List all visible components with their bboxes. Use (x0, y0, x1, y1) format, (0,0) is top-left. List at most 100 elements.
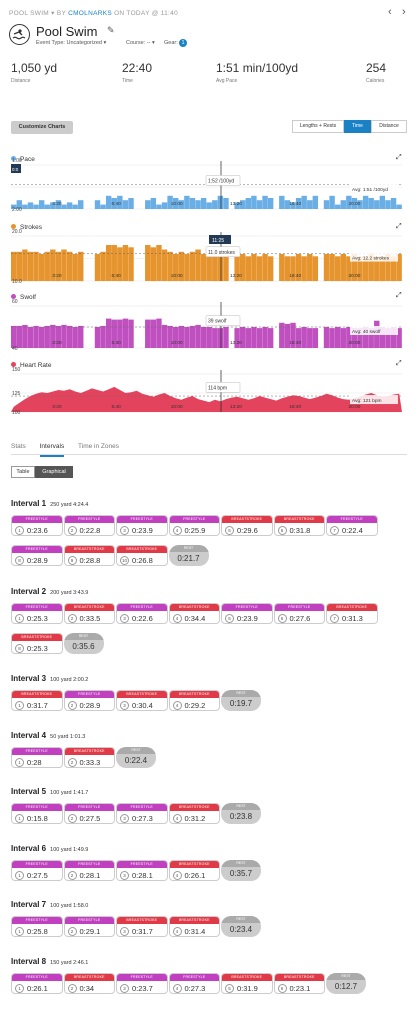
lap-segment[interactable]: BREASTSTROKE 3 0:30.4 (116, 690, 168, 711)
rest-segment[interactable]: REST 0:21.7 (168, 545, 209, 566)
lap-segment[interactable]: BREASTSTROKE 6 0:23.1 (273, 973, 325, 994)
event-type-dropdown[interactable]: Event Type: Uncategorized ▾ (36, 40, 107, 46)
prev-activity-icon[interactable]: ‹ (388, 6, 392, 18)
expand-icon[interactable]: ⤢ (396, 292, 402, 299)
lap-segment[interactable]: BREASTSTROKE 4 0:31.4 (168, 916, 220, 937)
lap-segment[interactable]: BREASTSTROKE 4 0:31.2 (168, 803, 220, 824)
lap-segment[interactable]: BREASTSTROKE 4 0:26.1 (168, 860, 220, 881)
x-tick-label: 20:00 (348, 404, 360, 410)
time-toggle[interactable]: Time (344, 120, 371, 133)
lap-segment[interactable]: FREESTYLE 7 0:22.4 (326, 515, 378, 536)
lap-segment[interactable]: FREESTYLE 4 0:25.9 (168, 515, 220, 536)
lengths-rests-toggle[interactable]: Lengths + Rests (292, 120, 344, 133)
lap-segment[interactable]: FREESTYLE 5 0:23.9 (221, 603, 273, 624)
course-dropdown[interactable]: Course: -- ▾ (126, 40, 155, 46)
lap-segment[interactable]: BREASTSTROKE 7 0:31.3 (326, 603, 378, 624)
lap-time: 0:28.1 (132, 870, 153, 880)
pace-bar (312, 195, 319, 209)
lap-segment[interactable]: FREESTYLE 3 0:23.9 (116, 515, 168, 536)
strokes-bar (251, 254, 257, 281)
lap-segment[interactable]: FREESTYLE 1 0:25.3 (11, 603, 63, 624)
rest-segment[interactable]: REST 0:23.8 (221, 803, 261, 824)
tab-stats[interactable]: Stats (11, 443, 26, 450)
stroke-type-label: BREASTSTROKE (222, 974, 272, 981)
lap-segment[interactable]: FREESTYLE 2 0:28.1 (63, 860, 115, 881)
table-view-button[interactable]: Table (11, 466, 35, 478)
lap-segment[interactable]: FREESTYLE 2 0:22.8 (63, 515, 115, 536)
strokes-bar (267, 256, 274, 282)
lap-segment[interactable]: FREESTYLE 1 0:26.1 (11, 973, 63, 994)
stroke-type-label: FREESTYLE (64, 691, 114, 698)
lap-segment[interactable]: FREESTYLE 8 0:28.9 (11, 545, 63, 566)
lap-segment[interactable]: FREESTYLE 2 0:27.5 (63, 803, 115, 824)
rest-segment[interactable]: REST 0:22.4 (116, 747, 156, 768)
rest-segment[interactable]: REST 0:12.7 (326, 973, 366, 994)
lap-segment[interactable]: BREASTSTROKE 1 0:31.7 (11, 690, 63, 711)
strokes-bar (351, 254, 358, 281)
lap-segment[interactable]: FREESTYLE 3 0:27.3 (116, 803, 168, 824)
lap-segment[interactable]: BREASTSTROKE 5 0:31.9 (221, 973, 273, 994)
swim-activity-icon (9, 24, 30, 45)
strokes-bar (212, 256, 218, 282)
lap-segment[interactable]: FREESTYLE 2 0:28.9 (63, 690, 115, 711)
gear-count-badge[interactable]: 1 (179, 39, 187, 47)
swolf-bar (178, 325, 184, 348)
hr-legend-dot (11, 362, 16, 367)
lap-segment[interactable]: BREASTSTROKE 4 0:34.4 (168, 603, 220, 624)
lap-segment[interactable]: FREESTYLE 3 0:28.1 (116, 860, 168, 881)
expand-icon[interactable]: ⤢ (396, 223, 402, 230)
rest-segment[interactable]: REST 0:35.7 (221, 860, 261, 881)
lap-segment[interactable]: BREASTSTROKE 2 0:33.3 (63, 747, 115, 768)
lap-segment[interactable]: BREASTSTROKE 4 0:29.2 (168, 690, 220, 711)
swolf-bar (357, 328, 363, 348)
lap-segment[interactable]: FREESTYLE 1 0:23.6 (11, 515, 63, 536)
rest-segment[interactable]: REST 0:35.6 (63, 633, 104, 654)
lap-segment[interactable]: FREESTYLE 3 0:22.6 (116, 603, 168, 624)
expand-icon[interactable]: ⤢ (396, 154, 402, 161)
x-tick-label: 16:40 (289, 273, 301, 279)
rest-segment[interactable]: REST 0:23.4 (221, 916, 261, 937)
tab-intervals[interactable]: Intervals (39, 443, 65, 457)
x-tick-label: 16:40 (289, 340, 301, 346)
lap-segment[interactable]: BREASTSTROKE 6 0:31.8 (273, 515, 325, 536)
lap-number: 4 (172, 813, 182, 823)
lap-segment[interactable]: BREASTSTROKE 9 0:28.8 (63, 545, 115, 566)
charts-area[interactable]: 1:002:003:20 6:40 10:00 13:20 16:40 20:001:52… (0, 0, 418, 440)
lap-segment[interactable]: BREASTSTROKE 3 0:31.7 (116, 916, 168, 937)
lap-segment[interactable]: BREASTSTROKE 5 0:29.6 (221, 515, 273, 536)
lap-number: 8 (15, 643, 24, 653)
time-badge-label: 11:25 (212, 238, 224, 244)
customize-charts-button[interactable]: Customize Charts (11, 121, 73, 134)
expand-icon[interactable]: ⤢ (396, 360, 402, 367)
lap-segment[interactable]: BREASTSTROKE 2 0:33.5 (63, 603, 115, 624)
lap-segment[interactable]: FREESTYLE 6 0:27.6 (273, 603, 325, 624)
lap-segment[interactable]: FREESTYLE 1 0:27.5 (11, 860, 63, 881)
pace-bar (256, 200, 263, 209)
tooltip-box (205, 175, 241, 186)
y-tick-label: 10.0 (12, 279, 22, 285)
lap-segment[interactable]: FREESTYLE 4 0:27.3 (168, 973, 220, 994)
edit-pencil-icon[interactable]: ✎ (107, 25, 115, 35)
lap-segment[interactable]: BREASTSTROKE 8 0:25.3 (11, 633, 63, 654)
graphical-view-button[interactable]: Graphical (35, 466, 73, 478)
strokes-bar (189, 251, 196, 282)
lap-segment[interactable]: FREESTYLE 1 0:15.8 (11, 803, 63, 824)
swolf-bar (161, 324, 168, 348)
lap-segment[interactable]: BREASTSTROKE 2 0:34 (63, 973, 115, 994)
activity-title[interactable]: Pool Swim (36, 24, 98, 39)
lap-segment[interactable]: FREESTYLE 1 0:28 (11, 747, 63, 768)
lap-segment[interactable]: BREASTSTROKE 10 0:26.8 (116, 545, 168, 566)
distance-toggle[interactable]: Distance (371, 120, 407, 133)
strokes-bar (150, 247, 157, 282)
crumb-user-link[interactable]: CMOLNARKS (68, 10, 112, 17)
lap-segment[interactable]: FREESTYLE 3 0:23.7 (116, 973, 168, 994)
chevron-down-icon[interactable]: ▾ (51, 10, 55, 17)
lap-segment[interactable]: FREESTYLE 2 0:29.1 (63, 916, 115, 937)
rest-segment[interactable]: REST 0:19.7 (221, 690, 261, 711)
lap-segment[interactable]: FREESTYLE 1 0:25.8 (11, 916, 63, 937)
pace-bar (61, 204, 67, 209)
next-activity-icon[interactable]: › (402, 6, 406, 18)
tab-time-in-zones[interactable]: Time in Zones (78, 443, 119, 450)
pace-bar (150, 198, 157, 209)
side-badge-label: 0:0 (12, 167, 19, 172)
